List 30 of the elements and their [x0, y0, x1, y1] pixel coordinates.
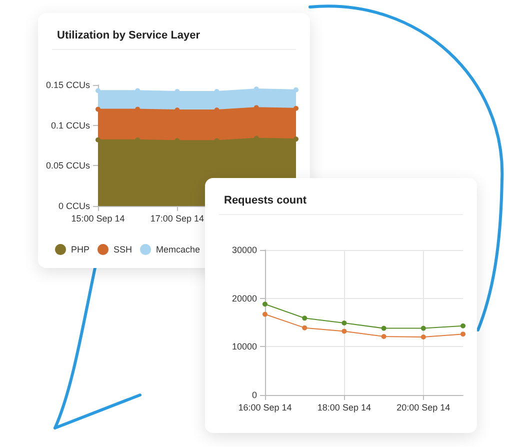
x-tick-label: 16:00 Sep 14	[238, 402, 292, 412]
point	[342, 320, 347, 326]
legend-label: SSH	[114, 244, 132, 254]
point	[302, 316, 308, 321]
point	[262, 312, 268, 317]
y-tick-label: 20000	[232, 293, 257, 304]
point	[460, 332, 466, 337]
point	[342, 328, 347, 334]
y-tick-label: 0	[252, 390, 257, 400]
x-tick-label: 18:00 Sep 14	[317, 402, 371, 412]
y-tick-label: 0.15 CCUs	[46, 80, 90, 90]
point	[420, 334, 426, 340]
y-tick-label: 0.05 CCUs	[46, 160, 90, 171]
point	[460, 323, 466, 328]
chart-title: Utilization by Service Layer	[57, 30, 201, 42]
point	[381, 326, 386, 331]
x-tick-label: 17:00 Sep 14	[150, 214, 204, 224]
point	[262, 302, 268, 307]
y-tick-label: 10000	[232, 342, 257, 352]
y-tick-label: 30000	[232, 245, 257, 255]
point	[302, 325, 308, 330]
x-tick-label: 15:00 Sep 14	[71, 214, 125, 224]
y-tick-label: 0.1 CCUs	[50, 120, 90, 130]
y-tick-label: 0 CCUs	[58, 201, 90, 211]
point	[420, 326, 426, 331]
x-tick-label: 20:00 Sep 14	[396, 402, 450, 412]
legend-label: Memcache	[156, 244, 200, 254]
chart-title: Requests count	[224, 194, 307, 206]
legend-label: PHP	[71, 244, 90, 254]
point	[381, 334, 386, 340]
